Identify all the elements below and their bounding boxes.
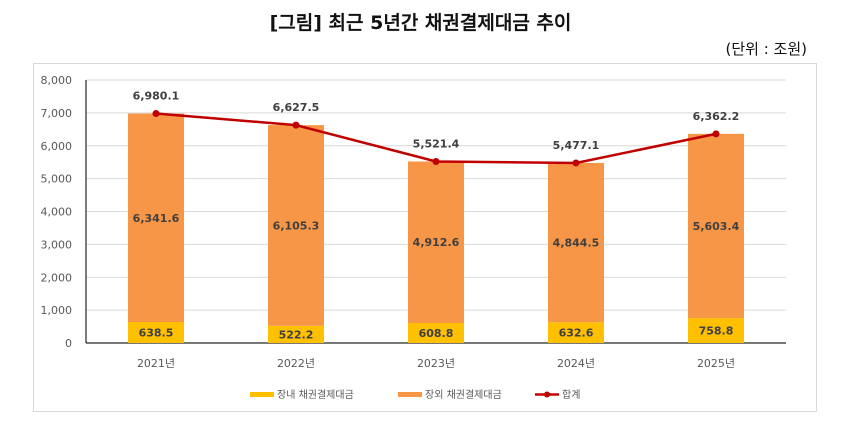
- y-tick-label: 3,000: [41, 238, 73, 251]
- bar-on-exchange: [408, 322, 464, 343]
- y-tick-label: 2,000: [41, 271, 73, 284]
- total-point: [712, 130, 720, 138]
- y-tick-label: 8,000: [41, 74, 73, 87]
- legend-marker-total: [544, 391, 550, 398]
- legend-swatch-on-exchange: [250, 392, 274, 397]
- data-label-off-exchange: 6,105.3: [273, 219, 320, 232]
- bar-off-exchange: [268, 125, 324, 326]
- data-label-on-exchange: 608.8: [419, 327, 454, 340]
- y-tick-label: 1,000: [41, 304, 73, 317]
- x-tick-label: 2022년: [277, 357, 315, 370]
- bar-on-exchange: [548, 322, 604, 343]
- total-point: [432, 157, 440, 165]
- bar-off-exchange: [548, 162, 604, 323]
- chart-frame: [33, 63, 817, 412]
- total-point: [292, 121, 300, 129]
- data-label-total: 6,980.1: [133, 90, 180, 103]
- y-tick-label: 7,000: [41, 107, 73, 120]
- x-tick-label: 2021년: [137, 357, 175, 370]
- legend-label-on-exchange: 장내 채권결제대금: [277, 389, 354, 401]
- x-tick-label: 2023년: [417, 357, 455, 370]
- total-point: [152, 110, 160, 118]
- bar-on-exchange: [268, 325, 324, 343]
- data-label-on-exchange: 758.8: [699, 325, 734, 338]
- unit-note: (단위 : 조원): [725, 40, 808, 58]
- data-label-total: 5,521.4: [413, 137, 460, 150]
- y-tick-label: 6,000: [41, 140, 73, 153]
- legend-label-total: 합계: [562, 389, 580, 401]
- data-label-off-exchange: 5,603.4: [693, 220, 740, 233]
- total-point: [572, 159, 580, 167]
- data-label-on-exchange: 632.6: [559, 327, 594, 340]
- data-label-total: 6,627.5: [273, 101, 320, 114]
- chart-title: [그림] 최근 5년간 채권결제대금 추이: [269, 12, 572, 34]
- data-label-off-exchange: 4,844.5: [553, 237, 600, 250]
- data-label-off-exchange: 4,912.6: [413, 236, 460, 249]
- data-label-total: 6,362.2: [693, 110, 740, 123]
- bar-off-exchange: [128, 113, 184, 323]
- legend-swatch-off-exchange: [398, 392, 422, 397]
- x-tick-label: 2025년: [697, 357, 735, 370]
- y-tick-label: 5,000: [41, 173, 73, 186]
- data-label-on-exchange: 522.2: [279, 328, 314, 341]
- bar-on-exchange: [128, 322, 184, 343]
- y-tick-label: 0: [65, 337, 72, 350]
- data-label-off-exchange: 6,341.6: [133, 212, 180, 225]
- data-label-total: 5,477.1: [553, 139, 600, 152]
- data-label-on-exchange: 638.5: [139, 327, 174, 340]
- bar-on-exchange: [688, 318, 744, 343]
- x-tick-label: 2024년: [557, 357, 595, 370]
- bar-off-exchange: [688, 133, 744, 319]
- legend-label-off-exchange: 장외 채권결제대금: [425, 389, 502, 401]
- y-tick-label: 4,000: [41, 206, 73, 219]
- bar-off-exchange: [408, 161, 464, 323]
